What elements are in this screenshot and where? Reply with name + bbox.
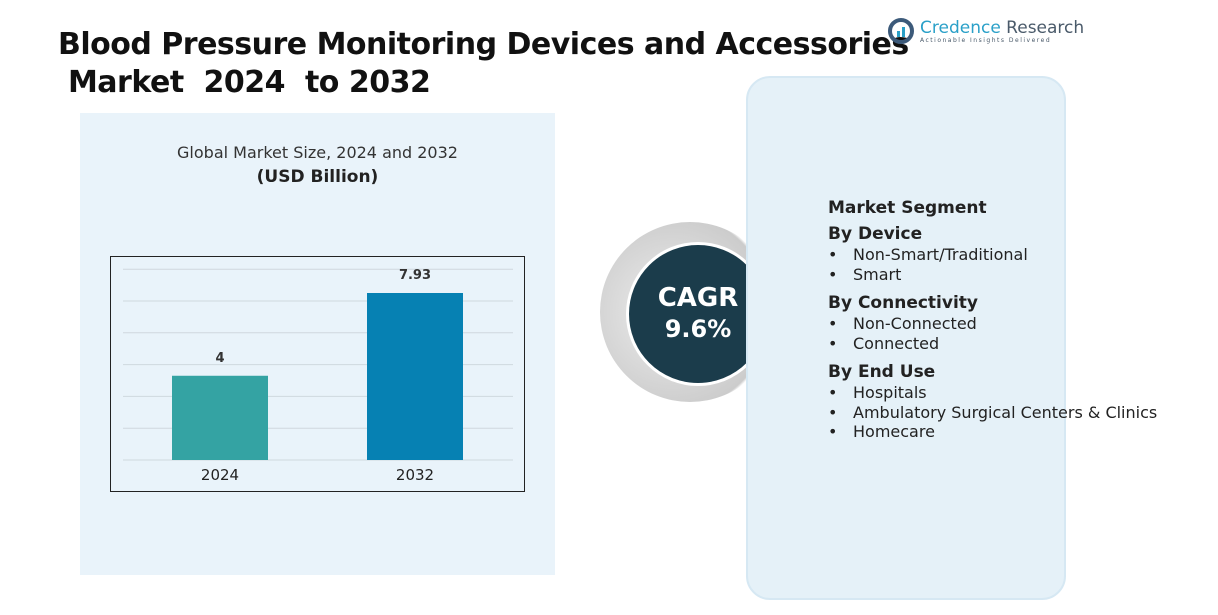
segment-list: Non-Smart/TraditionalSmart (828, 245, 1157, 284)
segment-item: Ambulatory Surgical Centers & Clinics (828, 403, 1157, 423)
segment-list: HospitalsAmbulatory Surgical Centers & C… (828, 383, 1157, 442)
data-label: 7.93 (399, 268, 431, 283)
segment-item: Non-Connected (828, 314, 1157, 334)
segment-heading: Market Segment (828, 198, 987, 218)
x-tick-label: 2032 (396, 466, 434, 484)
logo-name: Credence (920, 17, 1001, 38)
segment-item: Connected (828, 334, 1157, 354)
segment-group-title: By Device (828, 224, 923, 244)
segment-list: Non-ConnectedConnected (828, 314, 1157, 353)
data-label: 4 (215, 351, 224, 366)
x-tick-label: 2024 (201, 466, 239, 484)
chart-title: Global Market Size, 2024 and 2032 (177, 143, 458, 162)
chart-panel (80, 113, 555, 575)
credence-logo: Credence Research Actionable Insights De… (888, 18, 1084, 44)
bar-2024 (172, 375, 268, 460)
bar-2032 (367, 293, 463, 460)
page-title: Blood Pressure Monitoring Devices and Ac… (58, 26, 909, 102)
segment-group-title: By End Use (828, 362, 936, 382)
chart-frame: 4 2024 7.93 2032 (110, 256, 525, 492)
segment-item: Smart (828, 265, 1157, 285)
segment-group-title: By Connectivity (828, 293, 978, 313)
cagr-label: CAGR (657, 283, 739, 313)
market-segments: Market Segment By DeviceNon-Smart/Tradit… (828, 197, 1157, 442)
bar-chart: 4 2024 7.93 2032 (123, 268, 513, 484)
logo-tagline: Actionable Insights Delivered (920, 36, 1052, 44)
segment-item: Homecare (828, 422, 1157, 442)
title-line-2: Market 2024 to 2032 (58, 65, 431, 100)
segment-item: Non-Smart/Traditional (828, 245, 1157, 265)
logo-chart-icon (888, 18, 914, 44)
chart-unit: (USD Billion) (256, 167, 379, 187)
title-line-1: Blood Pressure Monitoring Devices and Ac… (58, 27, 909, 62)
segment-item: Hospitals (828, 383, 1157, 403)
logo-name-2: Research (1000, 17, 1085, 38)
cagr-value: 9.6% (664, 315, 732, 343)
